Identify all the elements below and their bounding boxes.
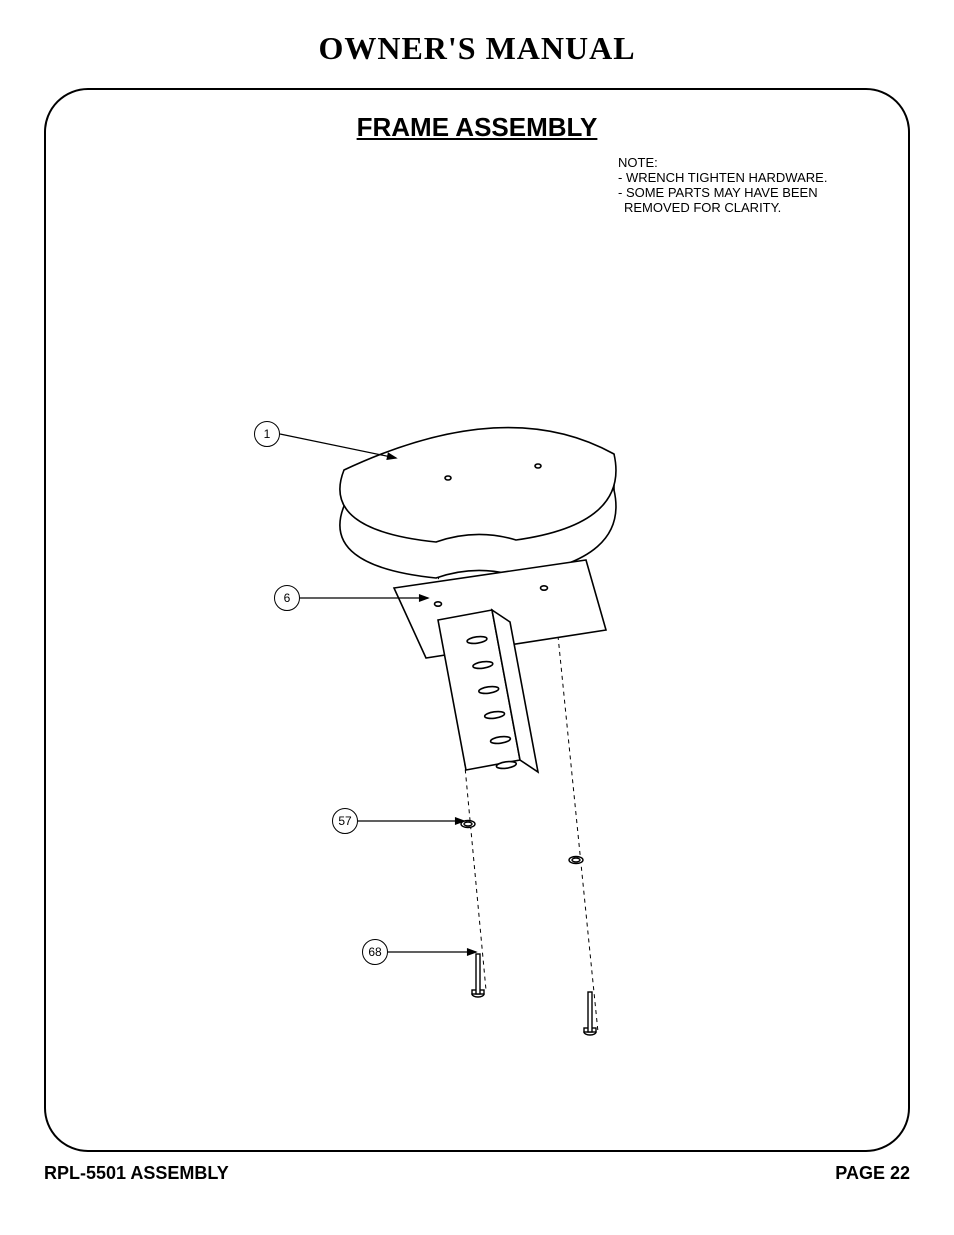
footer-model: RPL-5501 ASSEMBLY (44, 1163, 229, 1184)
callout-57: 57 (332, 808, 358, 834)
page-header: OWNER'S MANUAL (0, 0, 954, 67)
callout-1: 1 (254, 421, 280, 447)
footer-page: PAGE 22 (835, 1163, 910, 1184)
assembly-diagram (46, 90, 912, 1154)
content-frame: FRAME ASSEMBLY NOTE: - WRENCH TIGHTEN HA… (44, 88, 910, 1152)
callout-68: 68 (362, 939, 388, 965)
callout-6: 6 (274, 585, 300, 611)
